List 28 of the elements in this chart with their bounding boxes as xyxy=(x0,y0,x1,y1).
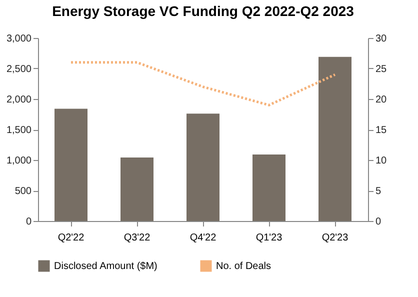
x-tick-label: Q1'23 xyxy=(256,232,283,244)
bar xyxy=(186,114,220,221)
y2-tick-label: 5 xyxy=(376,186,382,197)
y2-tick-label: 20 xyxy=(376,94,388,106)
legend-label: Disclosed Amount ($M) xyxy=(54,261,158,272)
y2-tick-label: 25 xyxy=(376,64,388,75)
y-tick-label: 500 xyxy=(14,186,32,197)
y-tick-label: 1,000 xyxy=(6,156,32,166)
y2-tick-label: 15 xyxy=(376,125,388,136)
bar xyxy=(120,158,154,221)
x-tick-label: Q2'23 xyxy=(322,232,349,244)
x-tick-label: Q3'22 xyxy=(124,232,151,244)
legend-label: No. of Deals xyxy=(216,261,272,272)
y-tick-label: 1,500 xyxy=(6,125,32,136)
y-tick-label: 3,000 xyxy=(6,34,32,44)
chart-title: Energy Storage VC Funding Q2 2022-Q2 2023 xyxy=(52,3,354,19)
line-series xyxy=(70,61,336,106)
y-tick-label: 2,500 xyxy=(6,64,32,75)
y2-tick-label: 30 xyxy=(376,34,388,44)
y-tick-label: 0 xyxy=(26,216,32,228)
y2-tick-label: 0 xyxy=(376,216,382,228)
x-tick-label: Q2'22 xyxy=(58,232,85,244)
bar xyxy=(252,154,286,221)
y2-tick-label: 10 xyxy=(376,156,388,166)
y-tick-label: 2,000 xyxy=(6,94,32,106)
x-tick-label: Q4'22 xyxy=(190,232,217,244)
bar xyxy=(54,108,88,221)
bar xyxy=(318,56,352,221)
